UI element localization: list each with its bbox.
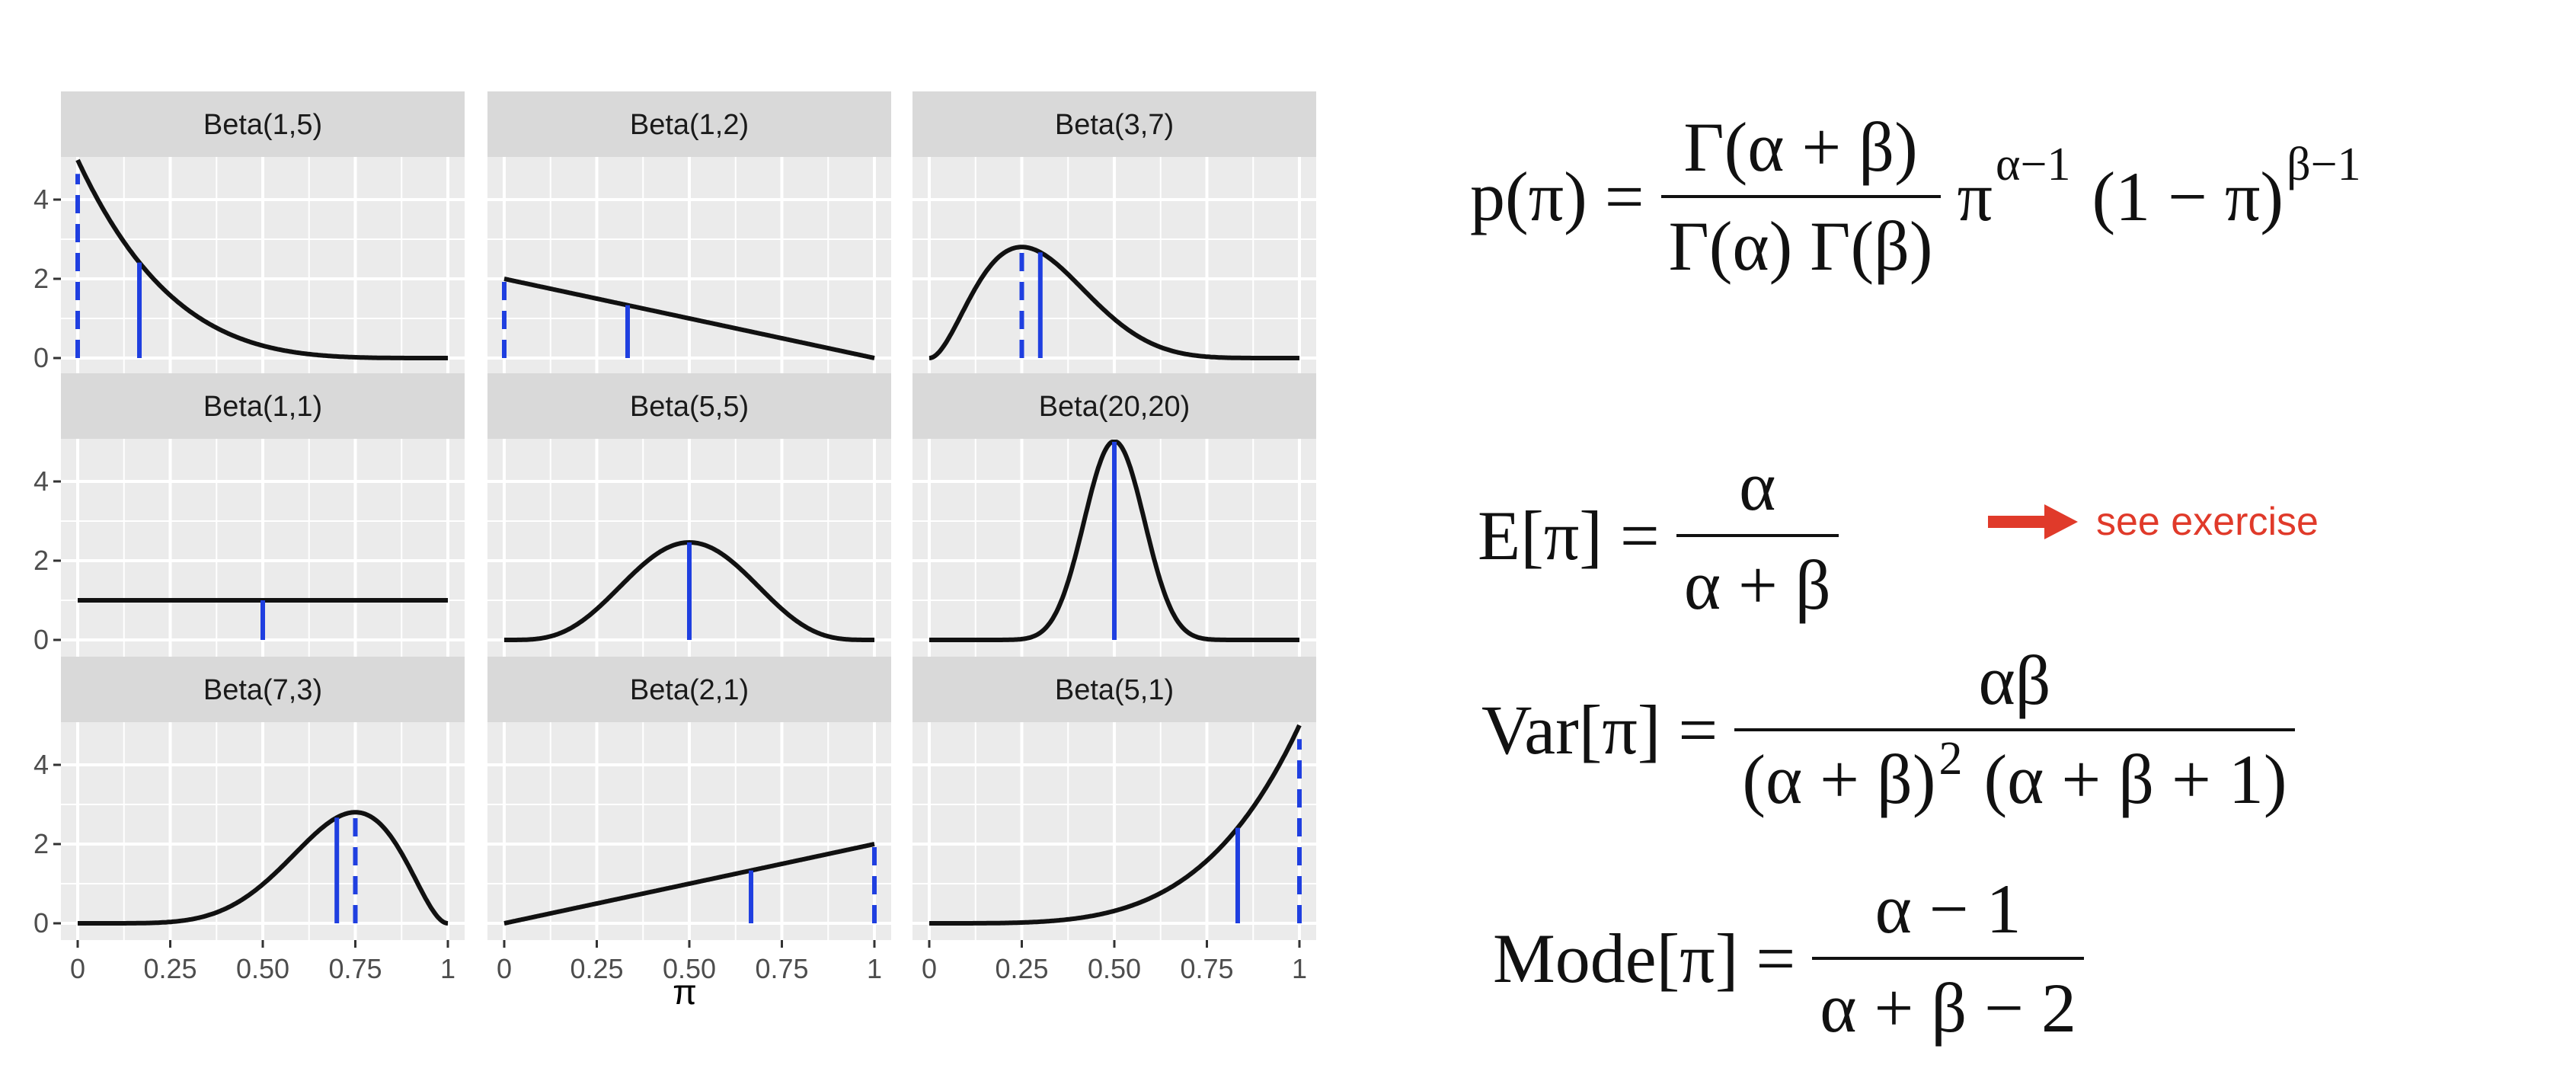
x-tick-label: 1 (1292, 953, 1307, 984)
mean-denominator: α + β (1676, 534, 1839, 625)
facet-panel: Beta(3,7) (912, 91, 1316, 375)
variance-den-sum: (α + β) (1742, 740, 1936, 818)
y-tick-label: 4 (34, 749, 49, 780)
density-curve (503, 540, 876, 642)
x-tick-label: 0.25 (995, 953, 1048, 984)
facet-strip (487, 373, 891, 439)
facet-title: Beta(1,1) (203, 391, 322, 423)
pdf-denominator: Γ(α) Γ(β) (1660, 195, 1941, 286)
facet-panel: Beta(1,2) (487, 91, 891, 375)
pdf-exponent-beta: β−1 (2287, 138, 2361, 190)
facet-title: Beta(1,5) (203, 109, 322, 141)
density-curve (503, 277, 876, 360)
facet-strip (61, 91, 465, 157)
see-exercise-text: see exercise (2096, 500, 2319, 544)
pdf-factor-one-minus-pi: (1 − π) (2092, 158, 2284, 235)
facet-title: Beta(7,3) (203, 674, 322, 706)
mode-lhs: Mode[π] = (1493, 919, 1796, 997)
pdf-fraction: Γ(α + β) Γ(α) Γ(β) (1660, 107, 1941, 286)
x-tick-label: 0.50 (663, 953, 716, 984)
density-curve (503, 842, 876, 926)
y-tick-label: 2 (34, 545, 49, 576)
density-curve (76, 810, 449, 926)
mode-fraction: α − 1 α + β − 2 (1812, 868, 2085, 1048)
facet-title: Beta(3,7) (1055, 109, 1174, 141)
facet-panel: Beta(2,1) 0 0.25 0.50 0.75 1 (487, 657, 891, 984)
variance-denominator: (α + β)2 (α + β + 1) (1734, 728, 2295, 820)
mean-fraction: α α + β (1676, 446, 1839, 625)
x-tick-label: 0 (922, 953, 937, 984)
y-tick-label: 0 (34, 907, 49, 939)
see-exercise-annotation: see exercise (1988, 499, 2319, 545)
x-axis-label: π (673, 972, 697, 1012)
x-tick-label: 0.50 (1088, 953, 1141, 984)
facet-panel: Beta(1,1) 0 2 4 (34, 373, 465, 657)
facet-title: Beta(5,5) (630, 391, 749, 423)
facet-strip (912, 91, 1316, 157)
y-tick-label: 2 (34, 828, 49, 859)
mean-formula: E[π] = α α + β (1478, 446, 1855, 625)
x-tick-label: 1 (867, 953, 882, 984)
mean-numerator: α (1739, 447, 1776, 525)
pdf-exponent-alpha: α−1 (1996, 138, 2071, 190)
pdf-lhs: p(π) = (1470, 158, 1644, 235)
facet-title: Beta(5,1) (1055, 674, 1174, 706)
facet-panel: Beta(5,1) 0 0.25 0.50 0.75 1 (912, 657, 1316, 984)
facet-strip (61, 657, 465, 722)
variance-den-sum-plus-one: (α + β + 1) (1983, 740, 2287, 818)
y-tick-label: 0 (34, 624, 49, 655)
right-arrow-icon (1988, 504, 2078, 539)
x-tick-label: 0.25 (570, 953, 623, 984)
pdf-numerator: Γ(α + β) (1683, 108, 1918, 186)
facet-panel: Beta(1,5) 0 2 4 (34, 91, 465, 375)
pdf-formula: p(π) = Γ(α + β) Γ(α) Γ(β) π α−1 (1 − π) β−… (1470, 107, 2361, 286)
x-tick-label: 0.50 (236, 953, 289, 984)
variance-formula: Var[π] = αβ (α + β)2 (α + β + 1) (1481, 640, 2312, 820)
pdf-factor-pi: π (1957, 158, 1993, 235)
density-curve (928, 245, 1301, 360)
x-tick-label: 0.25 (143, 953, 197, 984)
mode-numerator: α − 1 (1874, 870, 2021, 948)
mode-formula: Mode[π] = α − 1 α + β − 2 (1493, 868, 2101, 1048)
density-curve (928, 724, 1302, 926)
x-tick-label: 0.75 (755, 953, 808, 984)
facet-title: Beta(1,2) (630, 109, 749, 141)
density-curve (75, 158, 449, 360)
y-tick-label: 2 (34, 263, 49, 294)
facet-panel: Beta(5,5) (487, 373, 891, 657)
facet-strip (487, 657, 891, 722)
variance-lhs: Var[π] = (1481, 691, 1718, 769)
variance-den-square: 2 (1938, 733, 1963, 785)
variance-fraction: αβ (α + β)2 (α + β + 1) (1734, 640, 2295, 820)
mean-lhs: E[π] = (1478, 497, 1660, 574)
variance-numerator: αβ (1978, 641, 2051, 719)
x-tick-label: 1 (440, 953, 455, 984)
facet-strip (487, 91, 891, 157)
x-tick-label: 0.75 (1180, 953, 1233, 984)
facet-title: Beta(2,1) (630, 674, 749, 706)
mode-denominator: α + β − 2 (1812, 957, 2085, 1048)
beta-distribution-facet-chart: Beta(1,5) 0 2 4 Beta(1,2) Beta(3,7) Beta(1,1) 0… (34, 91, 1316, 1012)
facet-panel: Beta(20,20) (912, 373, 1316, 657)
x-tick-label: 0 (70, 953, 85, 984)
y-tick-label: 4 (34, 465, 49, 497)
x-tick-label: 0.75 (328, 953, 382, 984)
y-tick-label: 0 (34, 342, 49, 373)
facet-strip (61, 373, 465, 439)
facet-panel: Beta(7,3) 0 2 4 0 0.25 0.50 0.75 1 (34, 657, 465, 984)
y-tick-label: 4 (34, 184, 49, 215)
facet-strip (912, 657, 1316, 722)
facet-strip (912, 373, 1316, 439)
x-tick-label: 0 (497, 953, 512, 984)
facet-title: Beta(20,20) (1039, 391, 1191, 423)
